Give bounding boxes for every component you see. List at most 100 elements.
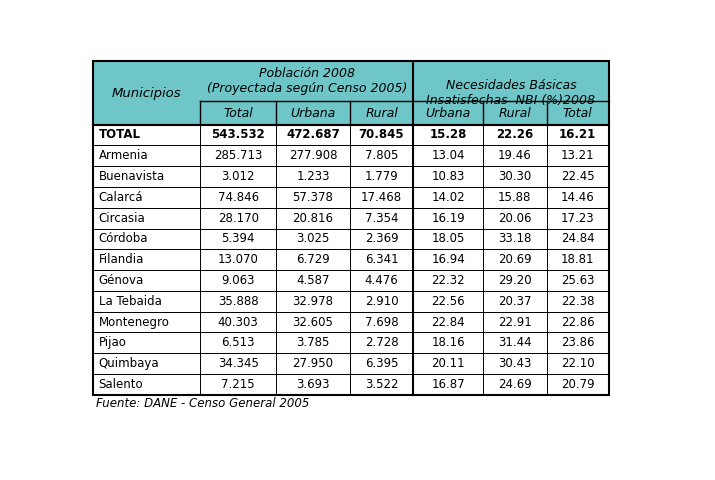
Bar — [483, 291, 547, 312]
Bar — [93, 270, 200, 291]
Text: 6.729: 6.729 — [296, 253, 330, 266]
Text: 18.81: 18.81 — [561, 253, 594, 266]
Text: Pijao: Pijao — [99, 336, 127, 349]
Text: Calarcá: Calarcá — [99, 191, 143, 204]
Text: Filandia: Filandia — [99, 253, 144, 266]
Bar — [93, 208, 608, 228]
Text: Urbana: Urbana — [290, 107, 335, 120]
Text: 3.522: 3.522 — [365, 378, 398, 391]
Text: 18.05: 18.05 — [432, 232, 465, 245]
Bar — [413, 270, 483, 291]
Text: 20.816: 20.816 — [292, 212, 333, 225]
Text: 2.369: 2.369 — [365, 232, 398, 245]
Polygon shape — [483, 249, 608, 395]
Text: Buenavista: Buenavista — [99, 170, 164, 183]
Text: 7.215: 7.215 — [222, 378, 255, 391]
Text: 20.11: 20.11 — [431, 357, 465, 370]
Bar — [413, 249, 483, 270]
Bar — [200, 145, 276, 166]
Bar — [93, 125, 200, 145]
Text: 3.785: 3.785 — [296, 336, 330, 349]
Bar — [200, 333, 276, 353]
Bar — [93, 125, 608, 395]
Text: 16.94: 16.94 — [431, 253, 465, 266]
Text: 20.37: 20.37 — [498, 295, 531, 308]
Text: 32.605: 32.605 — [292, 315, 333, 329]
Bar — [93, 208, 200, 228]
Bar — [200, 166, 276, 187]
Text: 19.46: 19.46 — [498, 149, 532, 162]
Text: 74.846: 74.846 — [217, 191, 259, 204]
Text: 16.19: 16.19 — [431, 212, 465, 225]
Bar — [93, 187, 200, 208]
Bar — [483, 270, 547, 291]
Text: 6.513: 6.513 — [222, 336, 255, 349]
Bar — [276, 270, 350, 291]
Text: La Tebaida: La Tebaida — [99, 295, 162, 308]
Text: 3.693: 3.693 — [296, 378, 330, 391]
Bar — [93, 312, 200, 333]
Text: 27.950: 27.950 — [292, 357, 333, 370]
Text: 7.354: 7.354 — [365, 212, 398, 225]
Bar — [276, 187, 350, 208]
Text: 4.587: 4.587 — [296, 274, 330, 287]
Text: Municipios: Municipios — [112, 86, 182, 99]
Text: 13.070: 13.070 — [218, 253, 259, 266]
Bar — [547, 145, 608, 166]
Bar — [350, 208, 413, 228]
Text: 1.233: 1.233 — [296, 170, 330, 183]
Bar — [350, 228, 413, 249]
Text: 1.779: 1.779 — [365, 170, 398, 183]
Text: 277.908: 277.908 — [289, 149, 337, 162]
Text: 6.341: 6.341 — [365, 253, 398, 266]
Bar — [93, 166, 200, 187]
Bar — [547, 249, 608, 270]
Bar — [200, 374, 276, 395]
Text: 35.888: 35.888 — [218, 295, 259, 308]
Bar — [483, 353, 547, 374]
Bar — [547, 208, 608, 228]
Bar — [93, 61, 608, 125]
Bar — [200, 291, 276, 312]
Bar — [93, 312, 608, 333]
Text: 34.345: 34.345 — [218, 357, 259, 370]
Bar — [547, 125, 608, 145]
Text: 20.06: 20.06 — [498, 212, 531, 225]
Bar — [200, 312, 276, 333]
Bar — [276, 228, 350, 249]
Bar — [276, 312, 350, 333]
Bar — [200, 125, 276, 145]
Text: 22.84: 22.84 — [431, 315, 465, 329]
Text: Montenegro: Montenegro — [99, 315, 169, 329]
Bar — [547, 353, 608, 374]
Bar — [93, 249, 200, 270]
Text: 32.978: 32.978 — [292, 295, 333, 308]
Text: Total: Total — [563, 107, 593, 120]
Bar — [413, 125, 483, 145]
Text: Armenia: Armenia — [99, 149, 148, 162]
Bar — [276, 353, 350, 374]
Text: 25.63: 25.63 — [561, 274, 594, 287]
Bar — [350, 166, 413, 187]
Text: Córdoba: Córdoba — [99, 232, 148, 245]
Bar — [413, 166, 483, 187]
Text: 9.063: 9.063 — [222, 274, 255, 287]
Bar — [276, 125, 350, 145]
Text: Población 2008
(Proyectada según Censo 2005): Población 2008 (Proyectada según Censo 2… — [207, 68, 407, 96]
Bar — [93, 145, 200, 166]
Text: 31.44: 31.44 — [498, 336, 532, 349]
Text: 2.910: 2.910 — [365, 295, 398, 308]
Text: 22.32: 22.32 — [431, 274, 465, 287]
Text: 472.687: 472.687 — [286, 129, 340, 142]
Bar — [93, 270, 608, 291]
Text: 13.04: 13.04 — [431, 149, 465, 162]
Bar — [200, 187, 276, 208]
Text: 17.23: 17.23 — [561, 212, 594, 225]
Bar — [276, 249, 350, 270]
Text: 15.88: 15.88 — [498, 191, 531, 204]
Bar — [350, 270, 413, 291]
Bar — [483, 228, 547, 249]
Text: 13.21: 13.21 — [561, 149, 594, 162]
Bar — [483, 312, 547, 333]
Bar — [547, 166, 608, 187]
